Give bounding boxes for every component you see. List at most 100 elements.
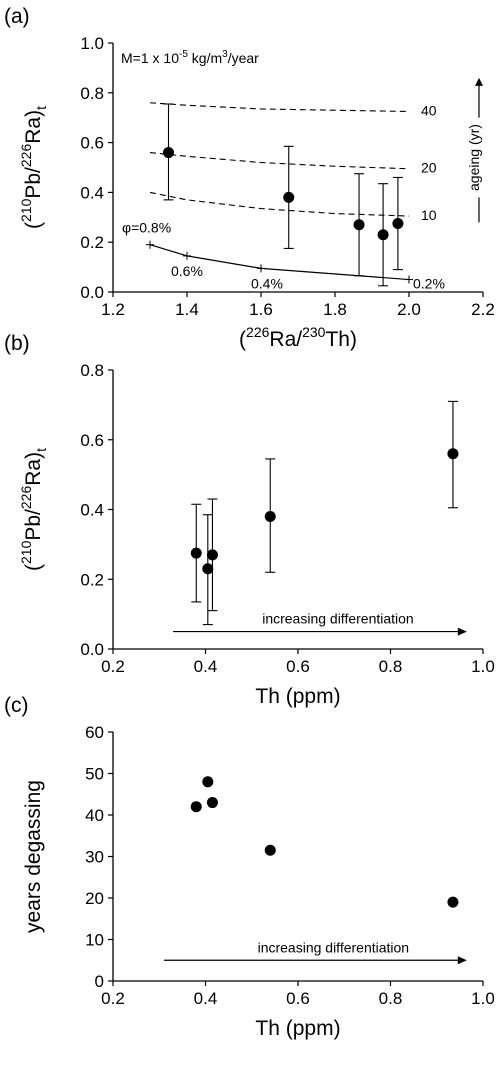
data-point [206, 797, 218, 809]
x-axis-label: (226Ra/230Th) [239, 324, 357, 351]
panel-letter: (c) [4, 694, 29, 717]
label-part: ( [239, 328, 246, 351]
annot-part: kg/m [188, 50, 222, 66]
x-tick-label: 0.2 [101, 657, 125, 676]
label-sup: 230 [302, 324, 326, 340]
x-tick-label: 0.4 [194, 657, 218, 676]
chart-panel-3: 0.2 0.4 0.6 0.8 1.0 0 10 20 30 40 50 60 (c) Th (ppm) y… [4, 694, 495, 1040]
data-point [264, 510, 276, 522]
y-tick-label: 0.0 [80, 640, 104, 659]
arrow-head [457, 627, 467, 636]
x-tick-label: 1.0 [471, 657, 495, 676]
panel-letter: (b) [4, 332, 30, 355]
label-part: Pb/ [22, 509, 45, 541]
x-tick-label: 0.6 [286, 989, 310, 1008]
data-point [190, 547, 202, 559]
arrow-head [457, 956, 467, 965]
ageing-annotation: ageing (yr) [466, 124, 482, 191]
model-annotation: M=1 x 10-5 kg/m3/year [121, 49, 259, 66]
label-sup: 226 [246, 324, 270, 340]
y-tick-label: 0.4 [80, 183, 104, 202]
label-part: Ra) [22, 110, 45, 144]
y-tick-label: 1.0 [80, 34, 104, 53]
data-point [190, 801, 202, 813]
data-point [163, 147, 174, 159]
label-sup: 210 [18, 540, 34, 564]
arrow-label: increasing differentiation [258, 939, 410, 955]
x-tick-label: 0.2 [101, 989, 125, 1008]
x-tick-label: 2.2 [471, 300, 495, 319]
chart-panel-1: 1.2 1.4 1.6 1.8 2.0 2.2 0.0 0.2 0.4 0.6 0.8 1.0 (a) (… [4, 5, 495, 351]
porosity-label: 0.6% [171, 263, 203, 279]
arrow-label: increasing differentiation [262, 611, 414, 627]
data-point [202, 563, 214, 575]
y-tick-label: 20 [85, 889, 104, 908]
y-tick-label: 60 [85, 723, 104, 742]
data-point [447, 448, 459, 460]
y-tick-label: 30 [85, 848, 104, 867]
x-tick-label: 1.4 [175, 300, 199, 319]
porosity-label: 0.4% [251, 275, 283, 291]
y-tick-label: 10 [85, 931, 104, 950]
label-part: Ra) [22, 452, 45, 486]
x-tick-label: 2.0 [397, 300, 421, 319]
y-tick-label: 40 [85, 806, 104, 825]
ageing-curve-label: 10 [421, 207, 437, 223]
label-part: ( [22, 564, 45, 571]
panel-letter: (a) [4, 5, 30, 28]
y-tick-label: 0.2 [80, 570, 104, 589]
y-tick-label: 0.8 [80, 84, 104, 103]
ageing-curve [149, 191, 410, 217]
x-tick-label: 1.0 [471, 989, 495, 1008]
y-tick-label: 0.6 [80, 431, 104, 450]
y-tick-label: 0.0 [80, 283, 104, 302]
x-tick-label: 0.6 [286, 657, 310, 676]
data-point [377, 229, 389, 241]
label-part: Pb/ [22, 167, 45, 199]
label-sub: t [33, 106, 49, 110]
data-point [206, 549, 218, 561]
data-point [447, 896, 459, 908]
y-tick-label: 0.4 [80, 501, 104, 520]
ageing-curve [149, 152, 410, 170]
chart-panel-2: 0.2 0.4 0.6 0.8 1.00.00.20.40.60.8(b)Th (ppm… [4, 332, 495, 708]
x-tick-label: 0.4 [194, 989, 218, 1008]
ageing-curve-label: 40 [421, 102, 437, 118]
annot-part: /year [228, 50, 259, 66]
x-tick-label: 0.8 [379, 989, 403, 1008]
label-part: ( [22, 222, 45, 229]
data-point [202, 776, 214, 788]
data-point [264, 844, 276, 856]
ageing-arrow-head [475, 77, 483, 86]
annot-sup: -5 [179, 49, 188, 60]
data-point [353, 219, 365, 231]
y-axis-label: years degassing [22, 780, 45, 933]
x-tick-label: 1.8 [323, 300, 347, 319]
y-tick-label: 50 [85, 765, 104, 784]
y-tick-label: 0.6 [80, 134, 104, 153]
label-sup: 210 [18, 198, 34, 222]
ageing-curve-label: 20 [421, 160, 437, 176]
label-sup: 226 [18, 486, 34, 510]
porosity-curve [149, 244, 410, 281]
data-point [283, 191, 295, 203]
y-axis-label: (210Pb/226Ra)t [18, 106, 49, 229]
x-tick-label: 1.2 [101, 300, 125, 319]
label-sup: 226 [18, 144, 34, 168]
label-part: Th) [325, 328, 357, 351]
label-part: Ra/ [269, 328, 302, 351]
porosity-label: φ=0.8% [122, 220, 171, 236]
x-tick-label: 0.8 [379, 657, 403, 676]
y-tick-label: 0.2 [80, 233, 104, 252]
ageing-curve [149, 102, 410, 113]
data-point [392, 218, 404, 230]
x-axis-label: Th (ppm) [255, 685, 340, 708]
annot-sup: 3 [222, 49, 228, 60]
y-tick-label: 0 [95, 972, 104, 991]
y-axis-label: (210Pb/226Ra)t [18, 448, 49, 571]
porosity-label: 0.2% [413, 276, 445, 292]
x-tick-label: 1.6 [249, 300, 273, 319]
x-axis-label: Th (ppm) [255, 1017, 340, 1040]
y-tick-label: 0.8 [80, 361, 104, 380]
